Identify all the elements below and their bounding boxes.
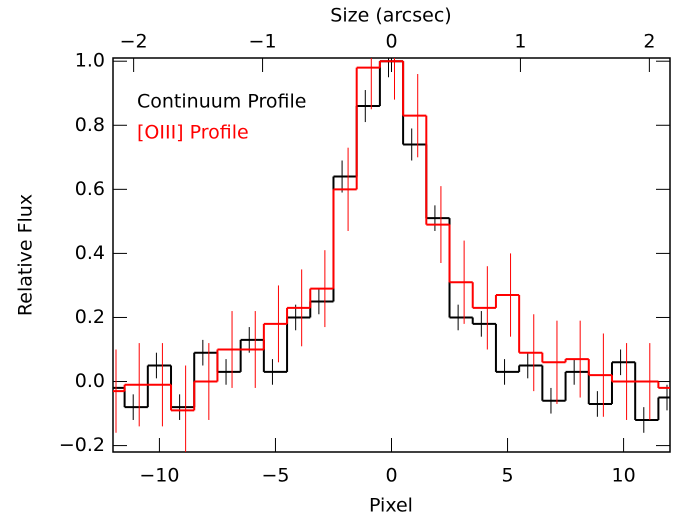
x-tick-label: −5 — [261, 465, 289, 487]
x2-tick-label: 2 — [643, 31, 655, 53]
x2-axis-label: Size (arcsec) — [330, 5, 451, 27]
x2-tick-label: −1 — [249, 31, 277, 53]
x-tick-label: 10 — [611, 465, 635, 487]
x-axis-label: Pixel — [369, 495, 413, 517]
x2-tick-label: 0 — [385, 31, 397, 53]
y-tick-label: 0.0 — [75, 370, 105, 392]
x-tick-label: −10 — [139, 465, 179, 487]
x-tick-label: 5 — [501, 465, 513, 487]
plot-area — [113, 58, 670, 452]
x-tick-label: 0 — [385, 465, 397, 487]
x2-tick-label: −2 — [120, 31, 148, 53]
y-tick-label: 1.0 — [75, 50, 105, 72]
y-tick-label: 0.8 — [75, 114, 105, 136]
legend-entry: [OIII] Profile — [137, 122, 249, 144]
y-tick-label: 0.6 — [75, 178, 105, 200]
y-tick-label: −0.2 — [59, 434, 105, 456]
legend-entry: Continuum Profile — [137, 91, 306, 113]
y-tick-label: 0.4 — [75, 242, 105, 264]
plot-frame — [112, 57, 671, 453]
x2-tick-label: 1 — [514, 31, 526, 53]
y-axis-label: Relative Flux — [15, 194, 37, 316]
y-tick-label: 0.2 — [75, 306, 105, 328]
